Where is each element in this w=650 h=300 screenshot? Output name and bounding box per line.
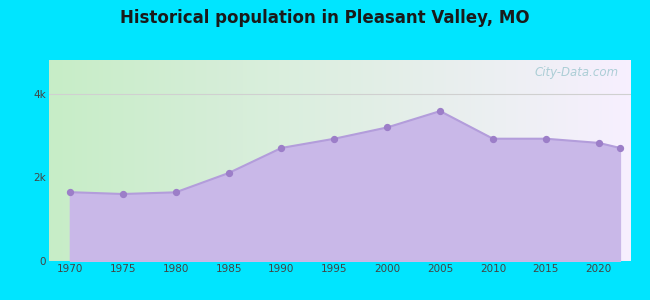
Point: [329, 136, 339, 141]
Point: [170, 190, 181, 195]
Point: [435, 109, 445, 113]
Point: [65, 190, 75, 195]
Point: [615, 146, 625, 150]
Point: [488, 136, 498, 141]
Point: [541, 136, 551, 141]
Point: [382, 125, 393, 130]
Point: [118, 192, 128, 197]
Point: [593, 140, 604, 145]
Text: Historical population in Pleasant Valley, MO: Historical population in Pleasant Valley…: [120, 9, 530, 27]
Point: [224, 171, 234, 176]
Point: [276, 146, 287, 150]
Text: City-Data.com: City-Data.com: [535, 66, 619, 79]
